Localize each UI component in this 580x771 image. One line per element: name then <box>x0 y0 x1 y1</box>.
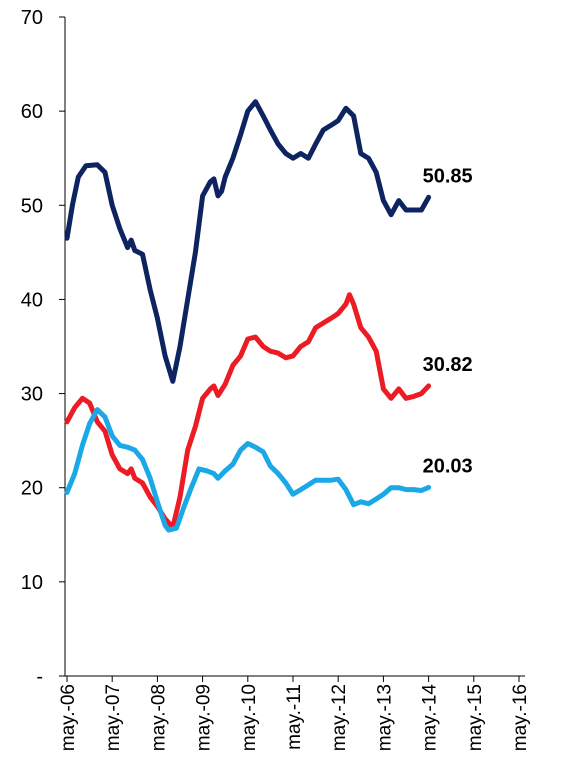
y-tick-label: 10 <box>21 572 43 594</box>
series-line <box>64 292 432 530</box>
series-end-label: 20.03 <box>423 455 473 477</box>
end-value-labels: 50.85 30.82 20.03 <box>423 165 473 477</box>
series-end-label: 30.82 <box>423 354 473 376</box>
y-axis-ticks: - 10 20 30 40 50 60 70 <box>21 7 65 688</box>
y-tick-label: 20 <box>21 478 43 500</box>
x-tick-label: may.-15 <box>465 684 486 751</box>
x-tick-label: may.-10 <box>239 684 260 751</box>
y-tick-label: - <box>36 666 43 688</box>
series-line <box>64 99 432 384</box>
y-tick-label: 30 <box>21 384 43 406</box>
x-tick-label: may.-08 <box>148 684 169 751</box>
x-tick-label: may.-12 <box>329 684 350 751</box>
y-tick-label: 60 <box>21 101 43 123</box>
series-end-label: 50.85 <box>423 165 473 187</box>
x-axis-ticks: may.-06 may.-07 may.-08 may.-09 may.-10 may.-… <box>58 676 531 751</box>
x-tick-label: may.-16 <box>510 684 531 751</box>
x-tick-label: may.-14 <box>420 684 441 752</box>
x-tick-label: may.-11 <box>284 684 305 750</box>
x-tick-label: may.-07 <box>103 684 124 751</box>
series-lines <box>64 99 432 533</box>
x-tick-label: may.-13 <box>374 684 395 751</box>
series-line <box>64 407 432 533</box>
y-tick-label: 40 <box>21 289 43 311</box>
y-tick-label: 50 <box>21 195 43 217</box>
x-tick-label: may.-06 <box>58 684 79 751</box>
y-tick-label: 70 <box>21 7 43 29</box>
x-tick-label: may.-09 <box>194 684 215 751</box>
